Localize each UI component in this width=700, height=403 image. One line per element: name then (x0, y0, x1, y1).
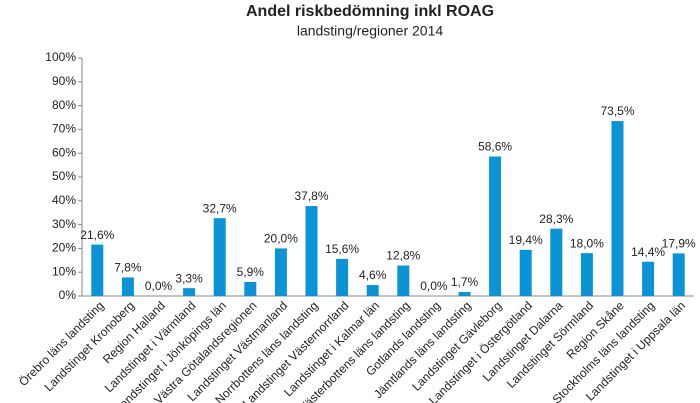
value-label: 32,7% (203, 201, 237, 215)
y-tick-label: 50% (52, 169, 76, 183)
bar (611, 121, 624, 296)
value-label: 0,0% (420, 279, 448, 293)
bar (244, 281, 257, 296)
bar (458, 291, 471, 296)
value-label: 15,6% (325, 242, 359, 256)
value-label: 0,0% (145, 279, 173, 293)
bar (580, 253, 593, 296)
bar (274, 248, 287, 296)
bar (366, 285, 379, 296)
value-label: 17,9% (662, 237, 696, 251)
bar (519, 249, 532, 296)
bar (336, 258, 349, 296)
bar (489, 156, 502, 296)
bar (121, 277, 134, 296)
value-label: 21,6% (80, 228, 114, 242)
bar (397, 265, 410, 296)
chart-subtitle: landsting/regioner 2014 (297, 23, 444, 39)
y-tick-label: 60% (52, 145, 76, 159)
value-label: 37,8% (294, 189, 328, 203)
bar (183, 288, 196, 296)
value-label: 3,3% (175, 271, 203, 285)
value-label: 12,8% (386, 249, 420, 263)
value-label: 5,9% (237, 265, 265, 279)
chart-title: Andel riskbedömning inkl ROAG (246, 3, 494, 20)
y-tick-label: 20% (52, 241, 76, 255)
bar (672, 253, 685, 296)
value-label: 58,6% (478, 140, 512, 154)
y-tick-label: 0% (59, 288, 77, 302)
value-label: 73,5% (600, 104, 634, 118)
y-tick-label: 90% (52, 74, 76, 88)
bar (550, 228, 563, 296)
value-label: 20,0% (264, 232, 298, 246)
y-tick-label: 10% (52, 264, 76, 278)
y-tick-label: 70% (52, 122, 76, 136)
y-tick-label: 30% (52, 217, 76, 231)
y-tick-label: 100% (45, 50, 76, 64)
value-label: 19,4% (509, 233, 543, 247)
bar (213, 218, 226, 296)
y-tick-label: 40% (52, 193, 76, 207)
value-label: 18,0% (570, 236, 604, 250)
value-label: 7,8% (114, 261, 142, 275)
bar (91, 244, 104, 296)
value-label: 14,4% (631, 245, 665, 259)
bar (642, 261, 655, 296)
value-label: 28,3% (539, 212, 573, 226)
bar (305, 206, 318, 296)
value-label: 1,7% (451, 275, 479, 289)
y-tick-label: 80% (52, 98, 76, 112)
value-label: 4,6% (359, 268, 387, 282)
